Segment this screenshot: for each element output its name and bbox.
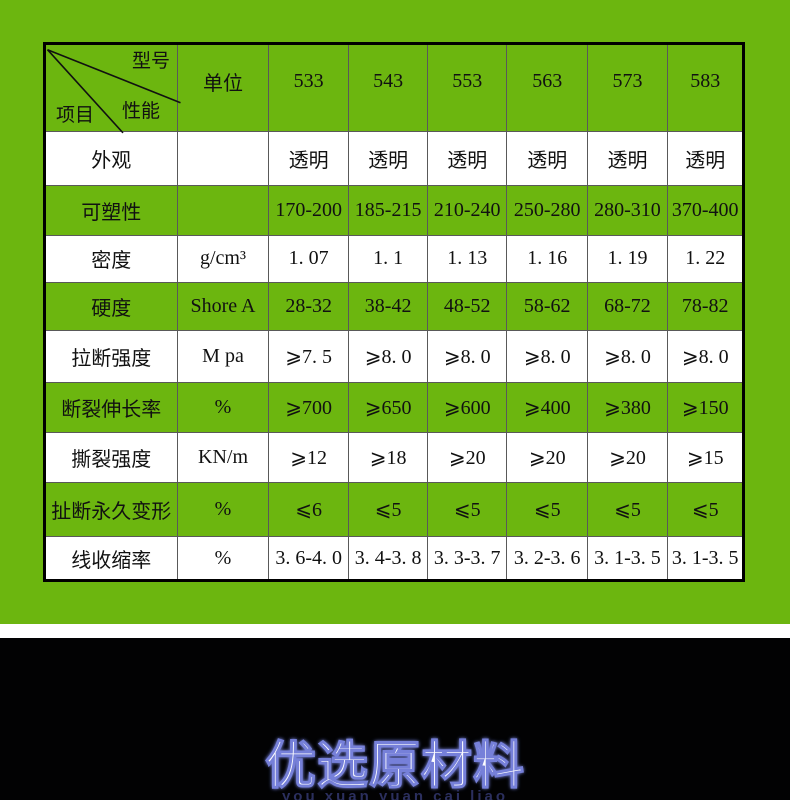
svg-text:性能: 性能 xyxy=(122,100,160,122)
svg-text:型号: 型号 xyxy=(132,50,170,72)
svg-text:项目: 项目 xyxy=(56,105,94,126)
